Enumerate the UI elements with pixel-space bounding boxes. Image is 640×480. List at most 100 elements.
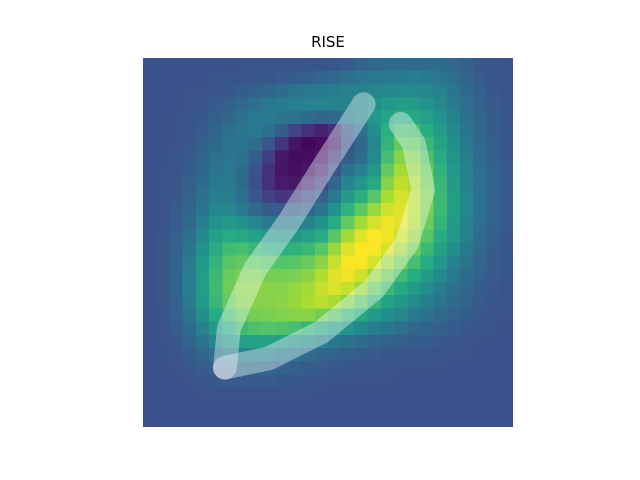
heatmap-cell [275,124,288,137]
heatmap-cell [328,71,341,84]
heatmap-cell [447,98,460,111]
heatmap-cell [394,401,407,414]
heatmap-cell [183,98,196,111]
heatmap-cell [354,229,367,242]
heatmap-cell [354,401,367,414]
heatmap-cell [143,256,156,269]
heatmap-cell [275,177,288,190]
heatmap-cell [209,124,222,137]
heatmap-cell [156,98,169,111]
heatmap-cell [473,256,486,269]
heatmap-cell [262,282,275,295]
heatmap-cell [315,361,328,374]
heatmap-cell [368,71,381,84]
heatmap-cell [434,229,447,242]
heatmap-cell [460,84,473,97]
heatmap-cell [434,190,447,203]
heatmap-cell [143,111,156,124]
heatmap-cell [315,282,328,295]
heatmap-cell [500,401,513,414]
heatmap-cell [196,98,209,111]
heatmap-cell [434,111,447,124]
heatmap-cell [473,177,486,190]
heatmap-cell [460,163,473,176]
heatmap-cell [487,137,500,150]
heatmap-cell [209,177,222,190]
heatmap-cell [209,414,222,427]
heatmap-cell [169,295,182,308]
heatmap-cell [500,282,513,295]
heatmap-cell [341,58,354,71]
heatmap-cell [500,111,513,124]
heatmap-cell [315,111,328,124]
heatmap-cell [500,387,513,400]
heatmap-cell [487,177,500,190]
heatmap-cell [315,216,328,229]
heatmap-cell [487,229,500,242]
heatmap-cell [183,124,196,137]
heatmap-cell [222,216,235,229]
heatmap-cell [209,71,222,84]
heatmap-cell [421,348,434,361]
heatmap-cell [315,414,328,427]
heatmap-cell [394,163,407,176]
heatmap-cell [381,414,394,427]
heatmap-cell [341,84,354,97]
heatmap-cell [262,387,275,400]
heatmap-cell [460,190,473,203]
heatmap-cell [500,150,513,163]
heatmap-cell [487,322,500,335]
heatmap-cell [156,71,169,84]
heatmap-cell [143,203,156,216]
heatmap-cell [460,150,473,163]
heatmap-cell [487,190,500,203]
heatmap-cell [341,269,354,282]
heatmap-cell [196,229,209,242]
heatmap-cell [156,84,169,97]
heatmap-cell [209,203,222,216]
heatmap-cell [421,322,434,335]
heatmap-cell [447,177,460,190]
heatmap-cell [394,387,407,400]
heatmap-cell [156,58,169,71]
heatmap-cell [196,335,209,348]
heatmap-cell [143,71,156,84]
heatmap-cell [328,190,341,203]
heatmap-cell [460,401,473,414]
heatmap-cell [302,243,315,256]
heatmap-cell [302,98,315,111]
heatmap-cell [421,374,434,387]
heatmap-cell [288,243,301,256]
heatmap-cell [434,163,447,176]
heatmap-cell [209,243,222,256]
heatmap-cell [460,256,473,269]
heatmap-cell [236,111,249,124]
heatmap-cell [460,124,473,137]
heatmap-cell [381,229,394,242]
heatmap-cell [236,401,249,414]
heatmap-cell [394,322,407,335]
heatmap-cell [447,58,460,71]
heatmap-cell [368,150,381,163]
heatmap-cell [169,84,182,97]
heatmap-cell [473,58,486,71]
heatmap-cell [275,387,288,400]
heatmap-cell [169,243,182,256]
heatmap-cell [209,216,222,229]
heatmap-cell [460,111,473,124]
heatmap-cell [196,308,209,321]
heatmap-cell [434,401,447,414]
heatmap-cell [196,282,209,295]
heatmap-cell [328,348,341,361]
heatmap-cell [156,256,169,269]
heatmap-cell [328,374,341,387]
heatmap-cell [156,269,169,282]
heatmap-cell [447,111,460,124]
heatmap-cell [447,308,460,321]
heatmap-cell [143,308,156,321]
heatmap-cell [473,84,486,97]
heatmap-cell [487,308,500,321]
heatmap-cell [381,335,394,348]
heatmap-cell [407,282,420,295]
heatmap-cell [368,243,381,256]
